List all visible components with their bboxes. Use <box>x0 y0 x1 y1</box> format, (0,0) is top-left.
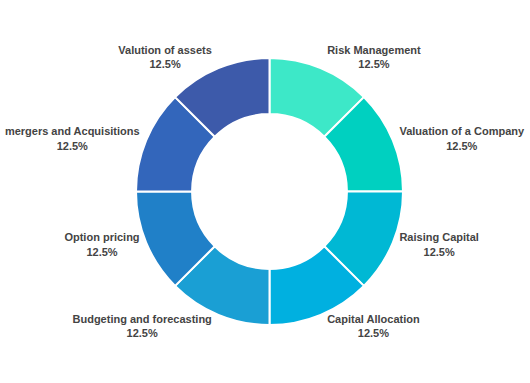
svg-text:Valuation of a Company12.5%: Valuation of a Company12.5% <box>399 125 525 151</box>
svg-text:mergers and Acquisitions12.5%: mergers and Acquisitions12.5% <box>5 125 140 151</box>
svg-text:Capital Allocation12.5%: Capital Allocation12.5% <box>327 313 420 339</box>
svg-text:Budgeting and forecasting12.5%: Budgeting and forecasting12.5% <box>72 313 211 339</box>
svg-text:Raising Capital12.5%: Raising Capital12.5% <box>399 231 478 257</box>
svg-text:Valution of assets12.5%: Valution of assets12.5% <box>118 44 212 70</box>
svg-text:Risk Management12.5%: Risk Management12.5% <box>327 44 421 70</box>
svg-text:Option pricing12.5%: Option pricing12.5% <box>64 231 139 257</box>
